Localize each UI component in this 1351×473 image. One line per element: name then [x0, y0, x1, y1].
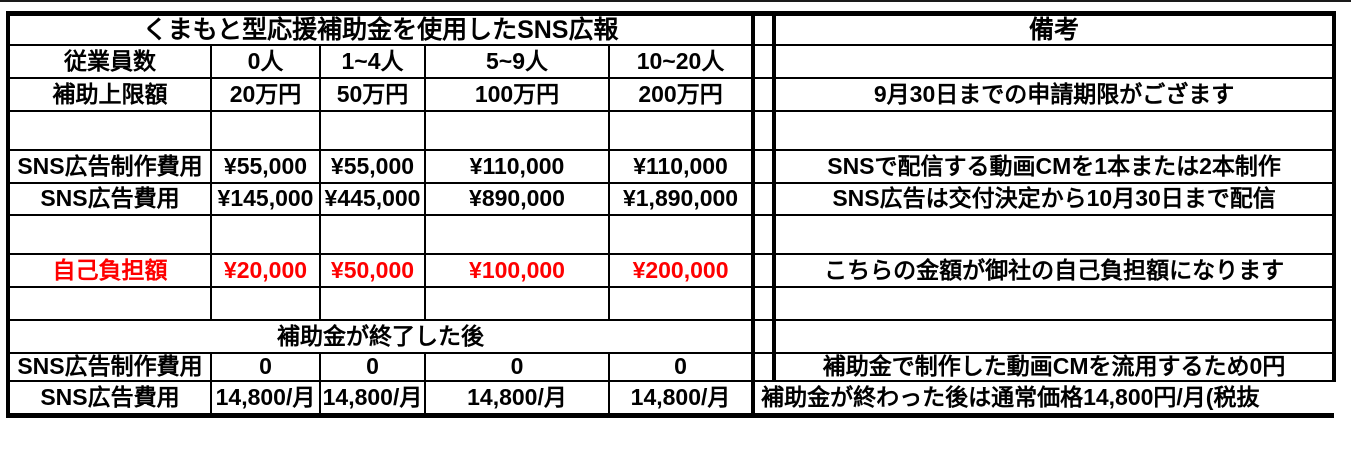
cell-value: ¥55,000 — [319, 148, 426, 184]
cell-value: ¥200,000 — [607, 252, 756, 288]
section-header: 補助金が終了した後 — [5, 318, 756, 354]
table-row-empty — [6, 109, 1337, 151]
empty-cell — [424, 109, 610, 151]
gap-cell — [751, 109, 777, 151]
cell-value: 10~20人 — [607, 43, 756, 79]
table-row: 補助上限額 20万円 50万円 100万円 200万円 9月30日までの申請期限… — [6, 76, 1337, 112]
gap-cell — [751, 252, 777, 288]
empty-cell — [772, 109, 1337, 151]
table-row-empty — [6, 213, 1337, 255]
table-row: SNS広告費用 14,800/月 14,800/月 14,800/月 14,80… — [6, 379, 1335, 418]
cell-value: 100万円 — [424, 76, 610, 112]
empty-cell — [210, 285, 321, 321]
empty-cell — [319, 213, 426, 255]
gap-cell — [751, 285, 777, 321]
cell-value: ¥55,000 — [210, 148, 321, 184]
empty-cell — [772, 213, 1337, 255]
empty-cell — [772, 318, 1337, 354]
table-title: くまもと型応援補助金を使用したSNS広報 — [5, 11, 756, 46]
row-label: SNS広告制作費用 — [6, 351, 212, 382]
empty-cell — [424, 213, 610, 255]
remark-cell: SNSで配信する動画CMを1本または2本制作 — [772, 148, 1337, 184]
table-row: くまもと型応援補助金を使用したSNS広報 備考 — [5, 11, 1337, 46]
remark-cell: こちらの金額が御社の自己負担額になります — [772, 252, 1337, 288]
cell-value: 14,800/月 — [319, 379, 426, 418]
cell-value: ¥1,890,000 — [607, 181, 756, 216]
remark-text: 補助金が終わった後は通常価格14,800円/月(税抜 — [761, 384, 1260, 411]
gap-cell — [751, 76, 777, 112]
cell-value: 200万円 — [607, 76, 756, 112]
cell-value: ¥145,000 — [210, 181, 321, 216]
gap-cell — [751, 43, 777, 79]
empty-cell — [210, 109, 321, 151]
table-row: SNS広告制作費用 ¥55,000 ¥55,000 ¥110,000 ¥110,… — [6, 148, 1337, 184]
cell-value: 14,800/月 — [607, 379, 756, 418]
remarks-header: 備考 — [772, 11, 1337, 46]
row-label: 自己負担額 — [6, 252, 212, 288]
cell-value: 14,800/月 — [210, 379, 321, 418]
cell-value: 14,800/月 — [424, 379, 610, 418]
cell-value: 50万円 — [319, 76, 426, 112]
row-label: 補助上限額 — [6, 76, 212, 112]
cell-value: ¥50,000 — [319, 252, 426, 288]
empty-cell — [607, 213, 756, 255]
remark-cell-overflow: 補助金が終わった後は通常価格14,800円/月(税抜 — [751, 379, 1335, 418]
cell-value: 0 — [424, 351, 610, 382]
table-row-empty — [6, 285, 1337, 321]
empty-cell — [424, 285, 610, 321]
cell-value: 1~4人 — [319, 43, 426, 79]
cell-value: 20万円 — [210, 76, 321, 112]
row-label: SNS広告制作費用 — [6, 148, 212, 184]
table-row-section: 補助金が終了した後 — [5, 318, 1337, 354]
row-label: SNS広告費用 — [6, 181, 212, 216]
remark-cell: 9月30日までの申請期限がござます — [772, 76, 1337, 112]
remark-cell — [772, 43, 1337, 79]
cell-value: 0人 — [210, 43, 321, 79]
gap-cell — [751, 181, 777, 216]
gap-cell — [751, 11, 777, 46]
table-row: SNS広告制作費用 0 0 0 0 補助金で制作した動画CMを流用するため0円 — [6, 351, 1337, 382]
empty-cell — [6, 285, 212, 321]
empty-cell — [319, 285, 426, 321]
cell-value: ¥110,000 — [424, 148, 610, 184]
cell-value: ¥20,000 — [210, 252, 321, 288]
empty-cell — [319, 109, 426, 151]
gap-cell — [751, 351, 777, 382]
cell-value: 0 — [210, 351, 321, 382]
gap-cell — [751, 148, 777, 184]
table-row: 従業員数 0人 1~4人 5~9人 10~20人 — [6, 43, 1337, 79]
cell-value: ¥100,000 — [424, 252, 610, 288]
cell-value: 0 — [319, 351, 426, 382]
remark-cell: SNS広告は交付決定から10月30日まで配信 — [772, 181, 1337, 216]
row-label: 従業員数 — [6, 43, 212, 79]
empty-cell — [6, 213, 212, 255]
gap-cell — [751, 213, 777, 255]
screenshot-top-edge — [0, 0, 1351, 2]
cell-value: ¥890,000 — [424, 181, 610, 216]
remark-cell: 補助金で制作した動画CMを流用するため0円 — [772, 351, 1337, 382]
row-label: SNS広告費用 — [6, 379, 212, 418]
empty-cell — [607, 285, 756, 321]
empty-cell — [607, 109, 756, 151]
subsidy-table: くまもと型応援補助金を使用したSNS広報 備考 従業員数 0人 1~4人 5~9… — [5, 11, 1337, 418]
gap-cell — [751, 318, 777, 354]
cell-value: 5~9人 — [424, 43, 610, 79]
table-row-self-payment: 自己負担額 ¥20,000 ¥50,000 ¥100,000 ¥200,000 … — [6, 252, 1337, 288]
cell-value: ¥110,000 — [607, 148, 756, 184]
cell-value: 0 — [607, 351, 756, 382]
empty-cell — [772, 285, 1337, 321]
empty-cell — [6, 109, 212, 151]
empty-cell — [210, 213, 321, 255]
cell-value: ¥445,000 — [319, 181, 426, 216]
table-row: SNS広告費用 ¥145,000 ¥445,000 ¥890,000 ¥1,89… — [6, 181, 1337, 216]
